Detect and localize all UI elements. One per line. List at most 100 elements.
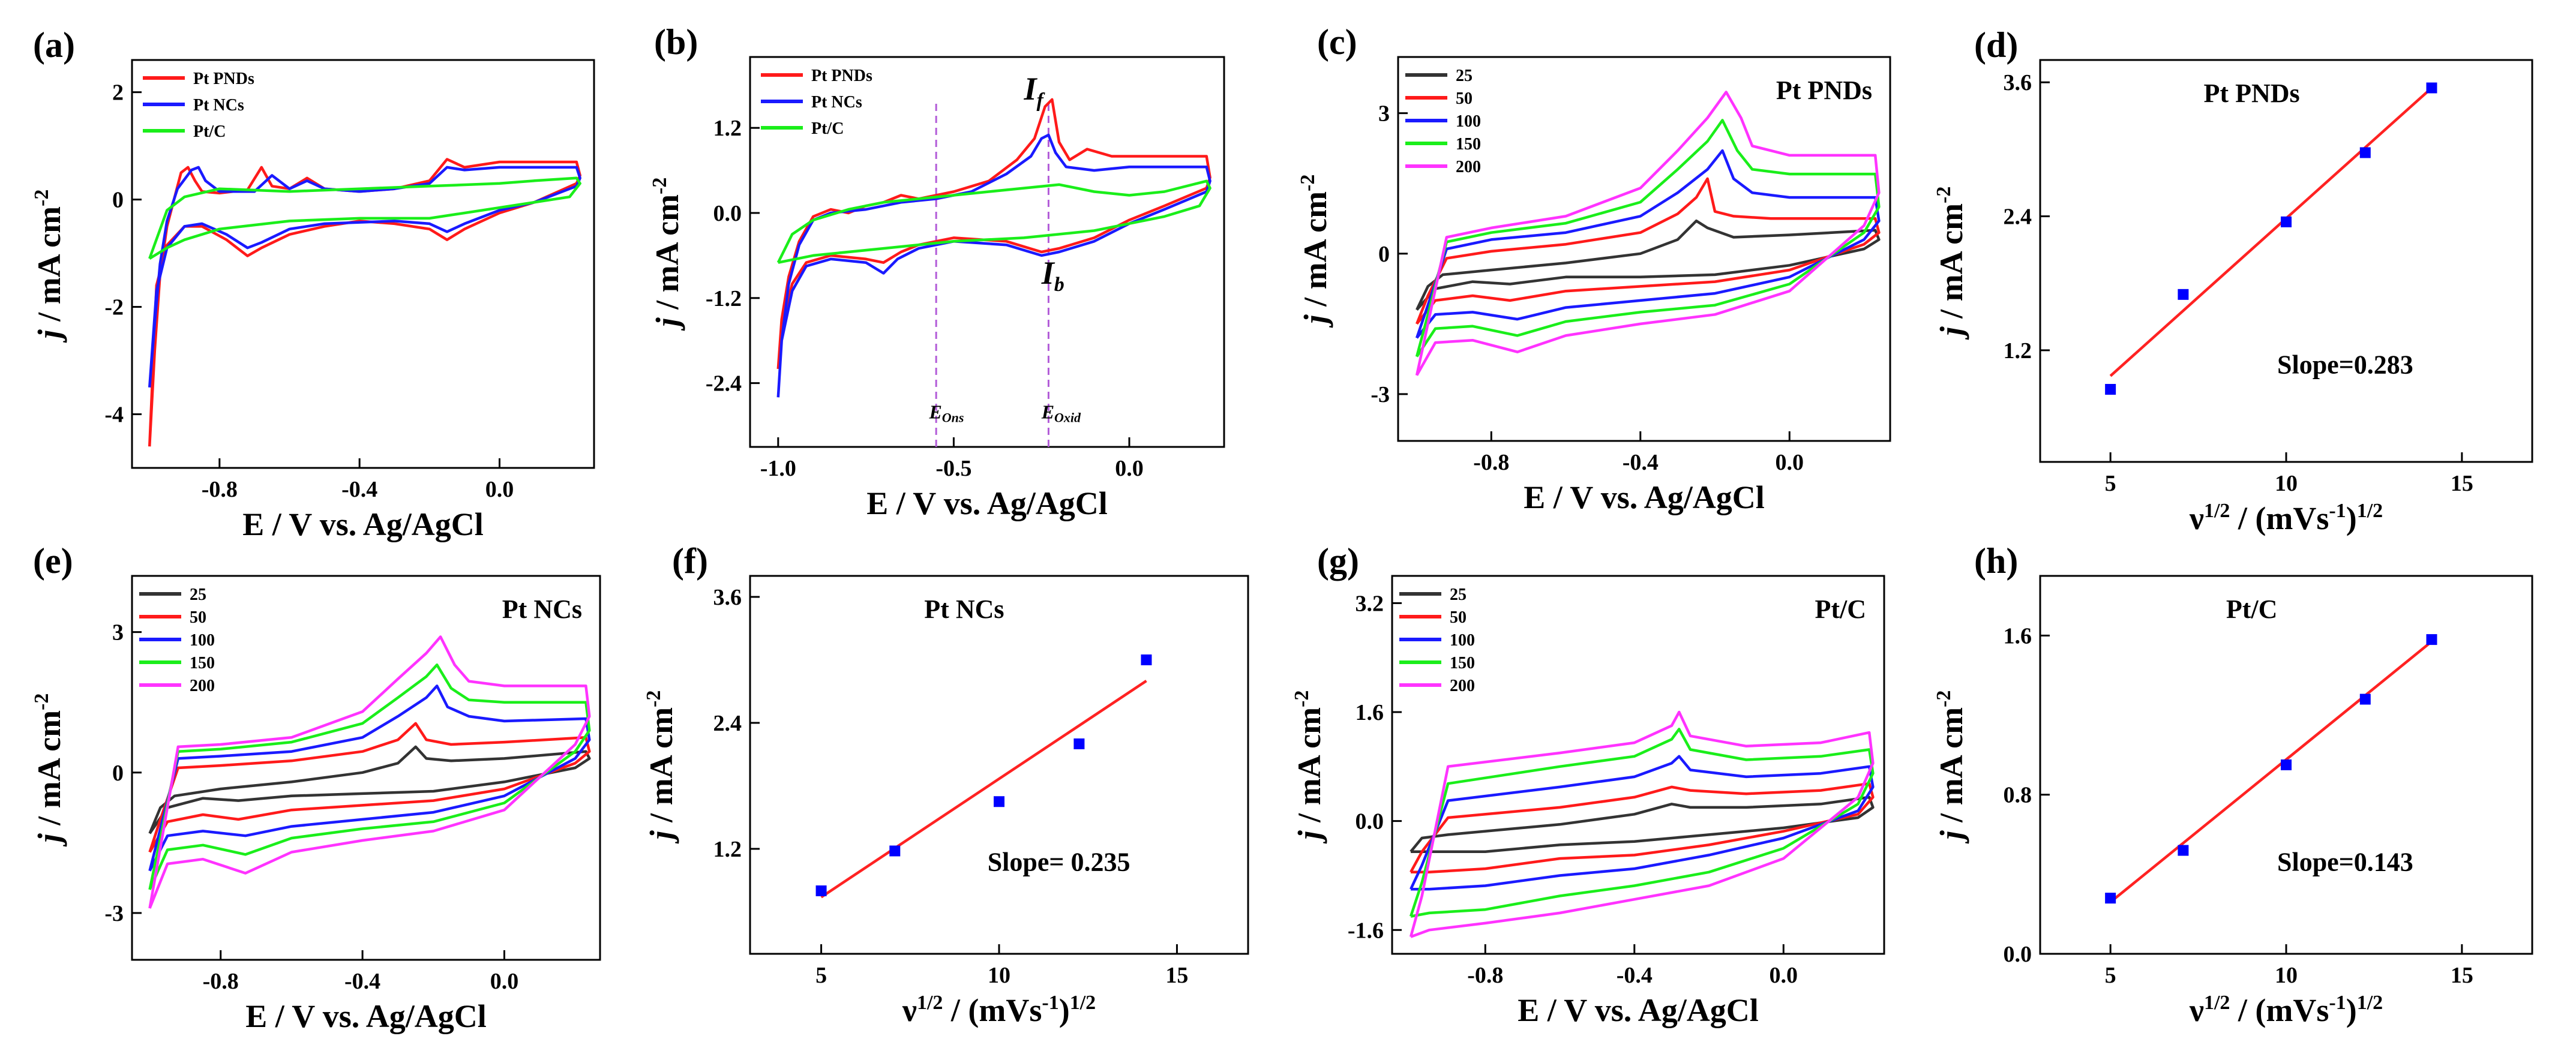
series-line-100 xyxy=(1410,755,1875,891)
panel-label: (h) xyxy=(1974,541,2018,581)
plot-frame xyxy=(749,56,1225,448)
plot-frame xyxy=(1397,56,1891,442)
y-tick-label: 0.8 xyxy=(2004,783,2032,808)
x-tick-label: 0.0 xyxy=(1770,963,1798,988)
legend-entry: 50 xyxy=(1450,608,1467,627)
y-tick-label: -4 xyxy=(104,403,124,428)
x-title-root: ν xyxy=(2189,992,2204,1028)
legend-entry: 50 xyxy=(1456,89,1473,108)
panel-d: (d)5 10 151.22.43.6ν1/2 / (mVs-1)1/2j / mA… xyxy=(1933,25,2533,536)
x-tick-label: -0.4 xyxy=(344,969,380,994)
annotation: EOns xyxy=(928,401,964,425)
y-axis-title: j / mA cm-2 xyxy=(31,693,67,848)
panel-label: (f) xyxy=(672,541,708,581)
data-point xyxy=(2359,693,2371,705)
inset-title: Pt/C xyxy=(2226,594,2278,624)
panel-c: (c) -0.8 -0.4 0.0 -3 0 3 E / V vs. Ag/AgCl j / m… xyxy=(1297,22,1891,515)
y-title-sup: -2 xyxy=(643,690,665,707)
y-title-sup: -2 xyxy=(1297,175,1319,191)
y-tick-label: 1.6 xyxy=(2004,623,2032,648)
series-line-200 xyxy=(1409,710,1875,938)
y-title-j: j xyxy=(649,317,685,331)
x-tick-label: 0.0 xyxy=(490,969,519,994)
x-title-sup: -1 xyxy=(2329,992,2346,1014)
y-title-j: j xyxy=(643,830,679,844)
x-title-sup: 1/2 xyxy=(917,992,943,1014)
series-line-pt-c xyxy=(148,176,581,260)
y-tick-label: 0.0 xyxy=(713,201,742,226)
y-title-rest: / mA cm xyxy=(649,194,685,317)
panel-h: (h)5 10 150.00.81.6ν1/2 / (mVs-1)1/2j / mA… xyxy=(1933,541,2533,1028)
x-tick-label: -0.8 xyxy=(202,477,238,502)
plot-frame xyxy=(131,575,601,961)
panel-label: (d) xyxy=(1974,25,2018,65)
series-line-pt-c xyxy=(776,179,1211,264)
y-tick-label: 0 xyxy=(112,761,124,786)
legend-entry: 25 xyxy=(1456,67,1473,85)
series-line-pt-pnds xyxy=(776,98,1211,370)
data-point xyxy=(2105,893,2116,904)
annotation: Ib xyxy=(1041,255,1064,296)
data-point xyxy=(2281,759,2292,770)
data-point xyxy=(2281,216,2292,227)
y-tick-label: 3 xyxy=(1378,101,1390,127)
y-title-j: j xyxy=(31,833,67,847)
x-title-sup: 1/2 xyxy=(2357,500,2383,522)
legend-entry: Pt/C xyxy=(193,122,226,141)
y-tick-label: -3 xyxy=(1371,382,1390,407)
x-tick-label: 5 xyxy=(2105,471,2116,496)
y-title-rest: / mA cm xyxy=(1933,707,1969,830)
y-title-sup: -2 xyxy=(1291,690,1313,707)
y-tick-label: 2 xyxy=(112,80,124,106)
x-title-root: ν xyxy=(2189,500,2204,536)
x-tick-label: 15 xyxy=(2451,471,2473,496)
data-point xyxy=(2178,845,2189,856)
series-line-150 xyxy=(1415,119,1881,358)
x-tick-label: -0.8 xyxy=(203,969,239,994)
x-title-sup: 1/2 xyxy=(2357,992,2383,1014)
x-title-sup: 1/2 xyxy=(2204,500,2230,522)
annotation-main: I xyxy=(1023,71,1037,107)
series-line-200 xyxy=(1415,91,1881,376)
y-title-rest: / mA cm xyxy=(1291,707,1327,830)
legend-entry: 25 xyxy=(190,585,206,604)
y-tick-label: 1.2 xyxy=(713,837,742,862)
y-title-rest: / mA cm xyxy=(643,707,679,830)
legend-entry: Pt NCs xyxy=(193,96,244,115)
x-tick-label: 10 xyxy=(2275,963,2298,988)
legend-entry: 100 xyxy=(190,631,215,650)
x-tick-label: 5 xyxy=(815,963,827,988)
y-title-sup: -2 xyxy=(31,190,53,206)
panel-label: (e) xyxy=(33,541,73,581)
panel-label: (c) xyxy=(1317,22,1357,62)
series-line-150 xyxy=(148,663,591,890)
x-tick-label: 0.0 xyxy=(1115,456,1144,481)
series-line-100 xyxy=(148,684,591,872)
series-line-50 xyxy=(148,722,591,853)
y-tick-label: 1.2 xyxy=(713,116,742,141)
x-title-root: ν xyxy=(902,992,917,1028)
plot-frame xyxy=(2039,59,2533,463)
y-title-rest: / mA cm xyxy=(31,206,67,329)
x-title-mid: / (mVs xyxy=(2230,992,2329,1028)
y-title-sup: -2 xyxy=(1933,690,1955,707)
x-axis-title: E / V vs. Ag/AgCl xyxy=(242,506,484,542)
y-axis-title: j / mA cm-2 xyxy=(1933,690,1969,845)
legend-entry: 25 xyxy=(1450,585,1467,604)
x-title-end: ) xyxy=(2346,992,2357,1028)
y-tick-label: -2 xyxy=(104,295,124,320)
inset-title: Pt NCs xyxy=(924,594,1004,624)
plot-frame xyxy=(1391,575,1885,955)
legend-entry: Pt PNDs xyxy=(193,70,254,88)
series-line-200 xyxy=(148,635,591,909)
data-point xyxy=(1073,738,1085,749)
fit-line xyxy=(2109,86,2433,377)
x-tick-label: -0.4 xyxy=(1617,963,1653,988)
series-line-pt-ncs xyxy=(776,133,1211,398)
x-axis-title: E / V vs. Ag/AgCl xyxy=(1524,479,1765,515)
x-title-sup: -1 xyxy=(1042,992,1058,1014)
y-tick-label: -2.4 xyxy=(706,371,742,397)
y-title-rest: / mA cm xyxy=(31,710,67,833)
x-tick-label: -0.8 xyxy=(1467,963,1503,988)
